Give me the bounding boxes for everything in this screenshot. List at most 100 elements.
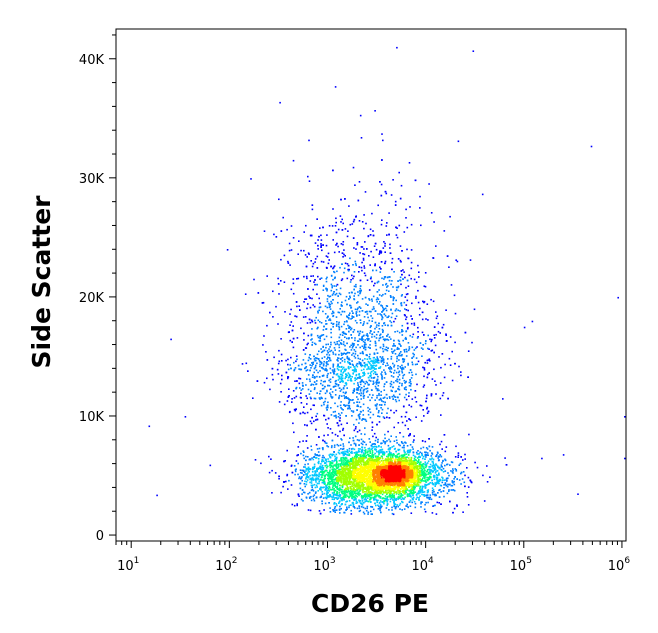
data-point: [361, 339, 363, 341]
data-point: [403, 405, 405, 408]
data-point: [304, 298, 306, 300]
data-point: [337, 311, 340, 314]
data-point: [350, 344, 352, 347]
data-point: [271, 492, 273, 494]
data-point: [381, 318, 383, 321]
data-point: [373, 331, 376, 333]
data-point: [385, 309, 388, 312]
data-point: [391, 352, 394, 354]
data-point: [301, 479, 303, 482]
data-point: [391, 494, 393, 497]
data-point: [406, 503, 408, 506]
data-point: [414, 390, 417, 392]
data-point: [343, 267, 346, 270]
data-point: [364, 191, 367, 193]
data-point: [324, 392, 327, 395]
data-point: [373, 361, 375, 363]
data-point: [448, 266, 450, 268]
data-point: [404, 441, 406, 444]
data-point: [383, 241, 385, 243]
data-point: [350, 279, 352, 281]
data-point: [343, 253, 345, 256]
data-point: [388, 450, 391, 452]
data-point: [390, 324, 393, 327]
data-point: [440, 455, 443, 458]
data-point: [321, 479, 324, 481]
data-point: [274, 472, 277, 474]
data-point: [320, 470, 322, 473]
data-point: [366, 338, 368, 340]
data-point: [363, 365, 365, 367]
data-point: [379, 336, 382, 339]
data-point: [328, 490, 330, 492]
data-point: [382, 397, 385, 399]
data-point: [397, 505, 399, 508]
data-point: [386, 416, 388, 419]
data-point: [380, 374, 383, 376]
data-point: [405, 286, 407, 289]
data-point: [383, 276, 386, 278]
data-point: [472, 50, 475, 52]
data-point: [352, 459, 354, 461]
data-point: [370, 325, 372, 327]
data-point: [395, 456, 397, 459]
data-point: [332, 465, 334, 467]
data-point: [315, 491, 317, 493]
data-point: [309, 468, 311, 470]
data-point: [329, 464, 331, 467]
data-point: [332, 208, 334, 210]
data-point: [356, 302, 358, 304]
data-point: [332, 292, 335, 295]
data-point: [353, 343, 355, 345]
data-point: [297, 462, 299, 465]
data-point: [374, 368, 376, 370]
data-point: [342, 447, 345, 450]
data-point: [322, 364, 325, 367]
data-point: [370, 315, 372, 317]
data-point: [349, 304, 352, 307]
data-point: [326, 300, 329, 303]
data-point: [369, 452, 372, 454]
data-point: [340, 457, 342, 459]
data-point: [351, 399, 353, 401]
data-point: [349, 257, 351, 260]
data-point: [428, 445, 431, 448]
data-point: [329, 462, 332, 464]
data-point: [460, 471, 463, 474]
data-point: [339, 381, 341, 383]
data-point: [326, 471, 329, 474]
data-point: [316, 454, 318, 456]
data-point: [436, 315, 439, 317]
data-point: [390, 453, 392, 456]
data-point: [379, 502, 381, 504]
data-point: [419, 495, 421, 497]
data-point: [427, 471, 430, 474]
data-point: [316, 255, 319, 258]
data-point: [296, 358, 298, 361]
data-point: [415, 485, 417, 487]
data-point: [314, 359, 316, 362]
data-point: [314, 357, 317, 359]
data-point: [289, 364, 291, 366]
data-point: [376, 356, 378, 358]
data-point: [384, 442, 386, 445]
data-point: [299, 377, 302, 380]
data-point: [352, 166, 355, 169]
data-point: [469, 259, 472, 261]
data-point: [350, 291, 353, 294]
data-point: [294, 315, 296, 317]
data-point: [330, 414, 333, 416]
data-point: [316, 362, 318, 365]
data-point: [341, 357, 344, 359]
data-point: [403, 387, 406, 389]
data-point: [375, 504, 377, 507]
data-point: [369, 449, 371, 451]
data-point: [372, 295, 375, 298]
data-point: [357, 291, 359, 293]
data-point: [326, 369, 328, 371]
data-point: [419, 404, 422, 407]
data-point: [405, 453, 408, 455]
data-point: [424, 485, 426, 487]
data-point: [386, 504, 388, 507]
data-point: [380, 398, 382, 401]
